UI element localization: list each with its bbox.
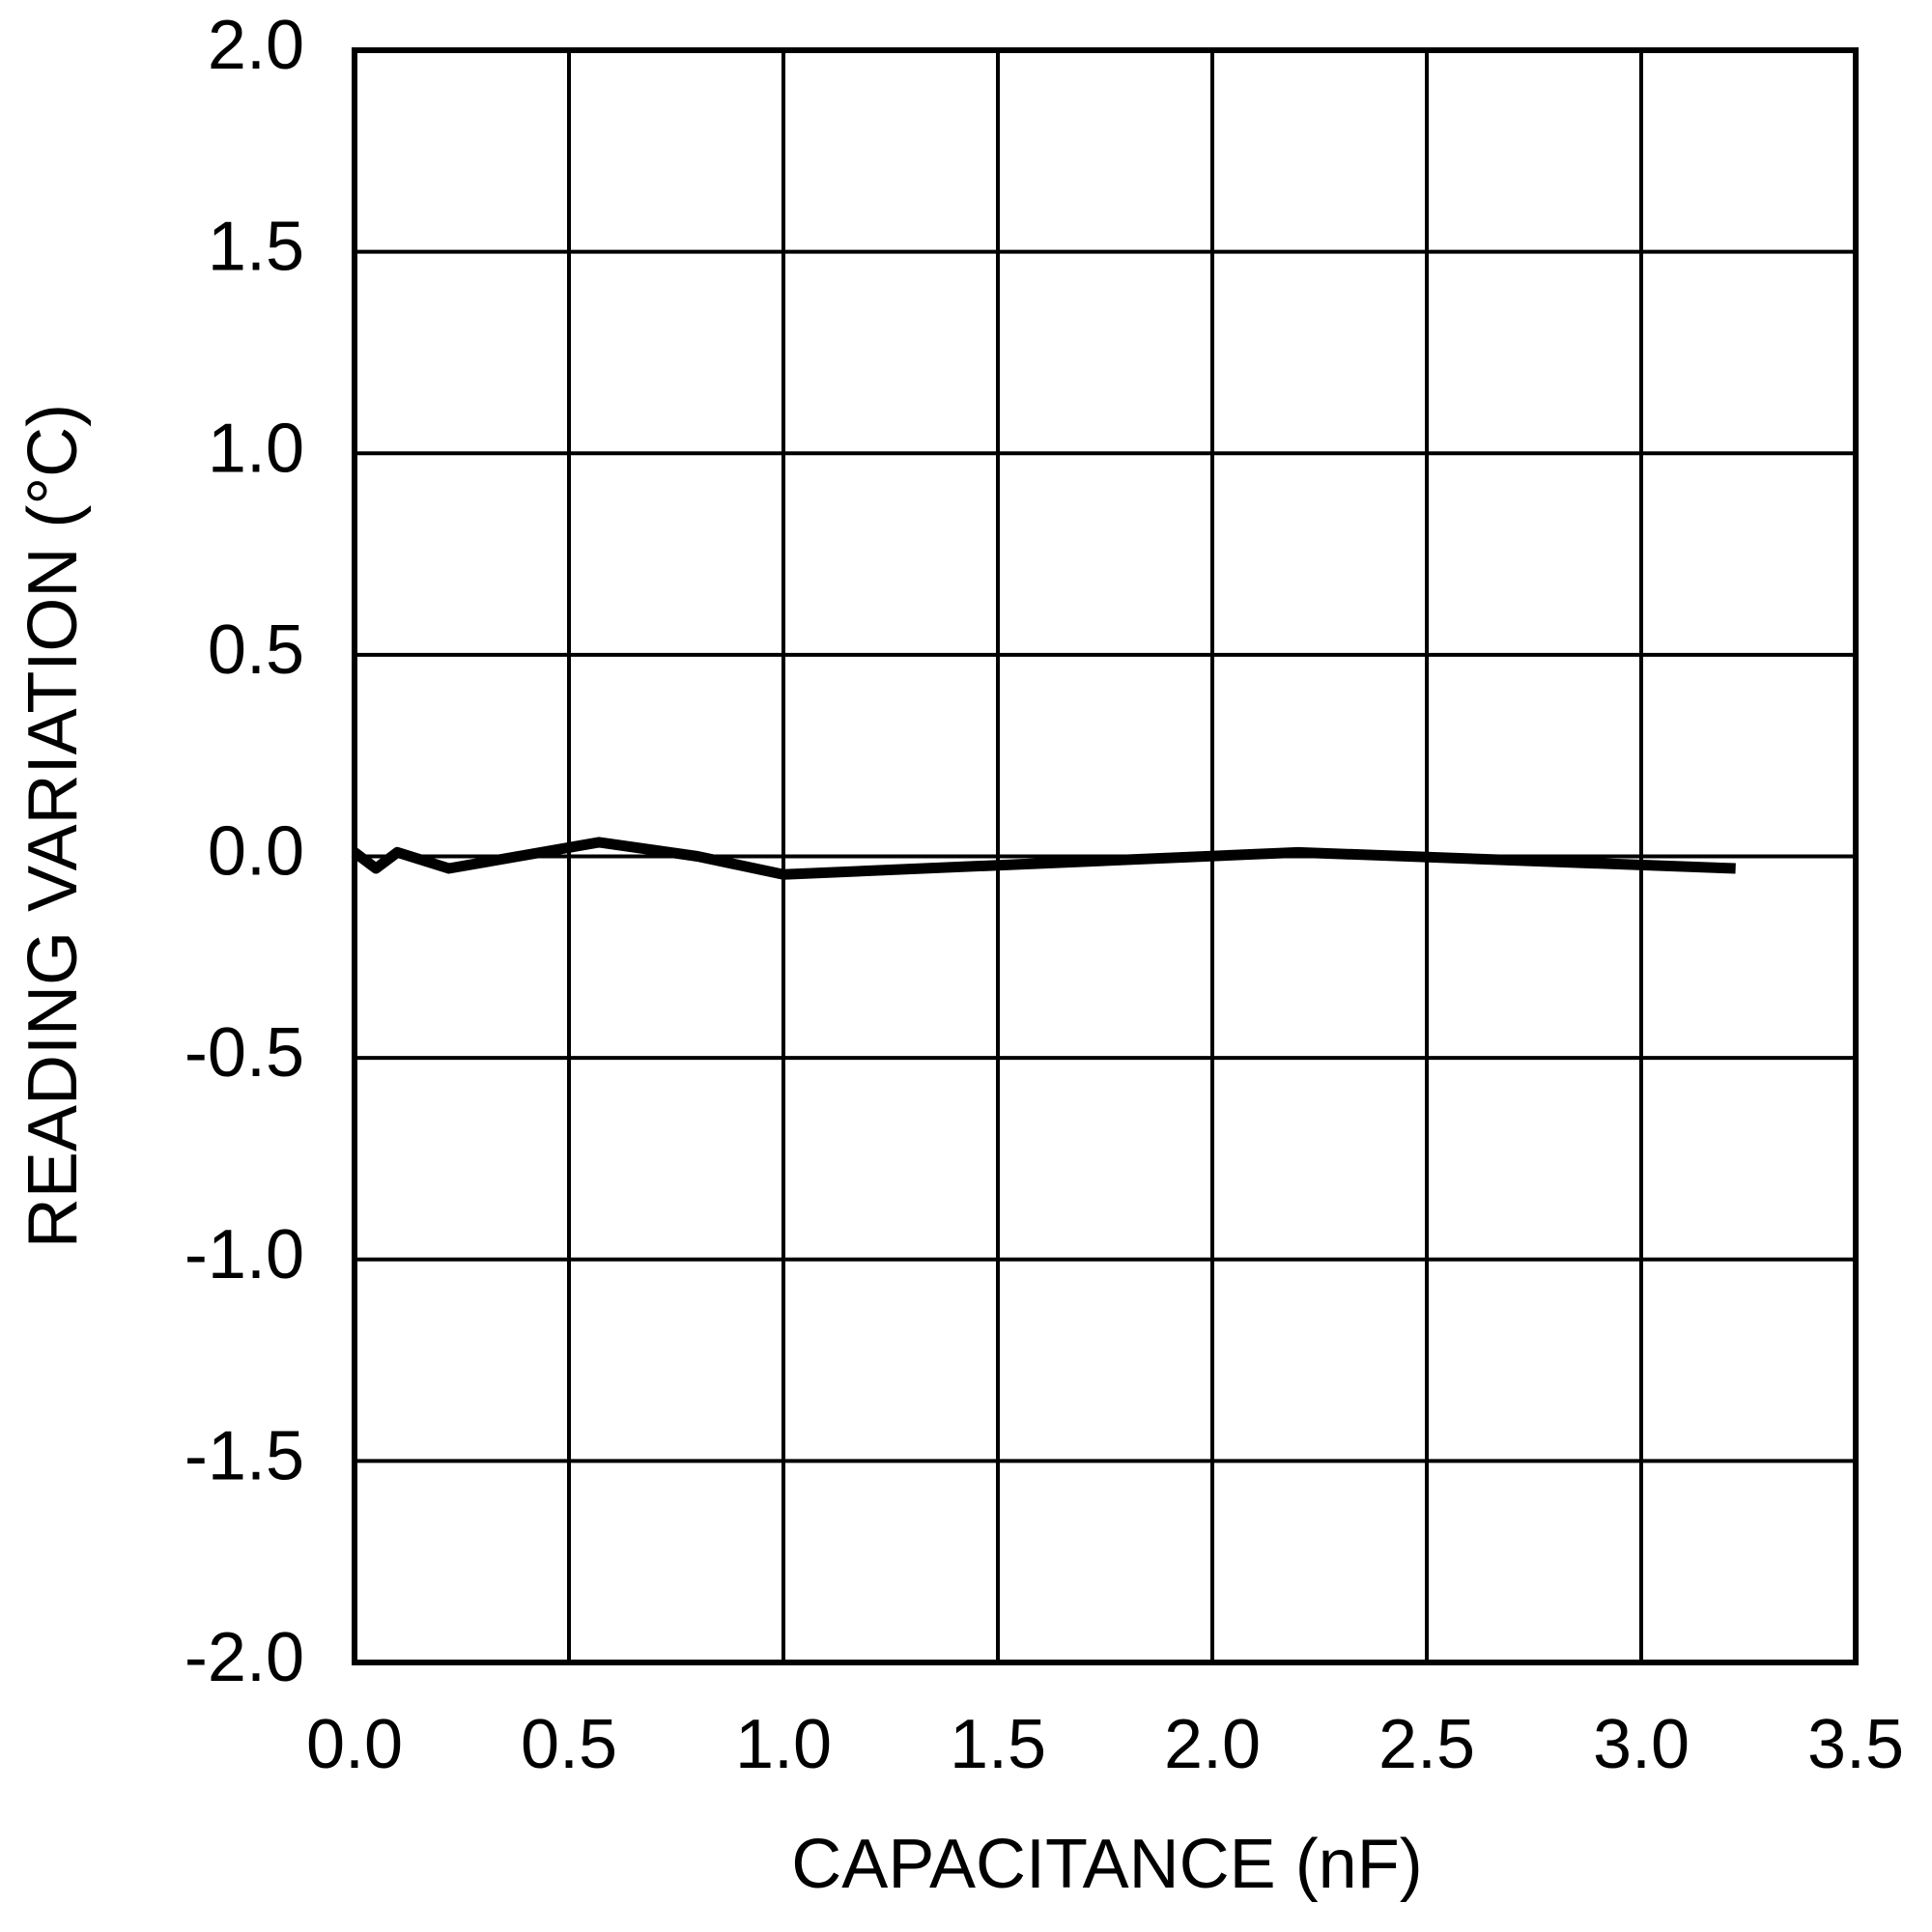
y-tick-label: -1.0 [185,1216,304,1293]
x-tick-label: 0.0 [306,1706,403,1783]
y-axis-label: READING VARIATION (°C) [14,404,92,1248]
x-tick-label: 3.5 [1807,1706,1904,1783]
y-tick-label: 1.5 [208,209,304,286]
data-line [351,837,1736,880]
x-tick-label: 1.5 [950,1706,1046,1783]
y-tick-label: -2.0 [185,1619,304,1696]
x-tick-label: 2.5 [1378,1706,1475,1783]
y-tick-label: 0.5 [208,611,304,689]
x-axis-label: CAPACITANCE (nF) [791,1826,1422,1903]
y-tick-label: -1.5 [185,1417,304,1494]
x-tick-label: 3.0 [1593,1706,1690,1783]
x-tick-label: 0.5 [521,1706,617,1783]
y-tick-label: 0.0 [208,813,304,891]
y-tick-label: 2.0 [208,7,304,84]
x-tick-label: 1.0 [735,1706,832,1783]
x-tick-label: 2.0 [1164,1706,1261,1783]
y-tick-label: -0.5 [185,1014,304,1092]
y-tick-label: 1.0 [208,410,304,487]
